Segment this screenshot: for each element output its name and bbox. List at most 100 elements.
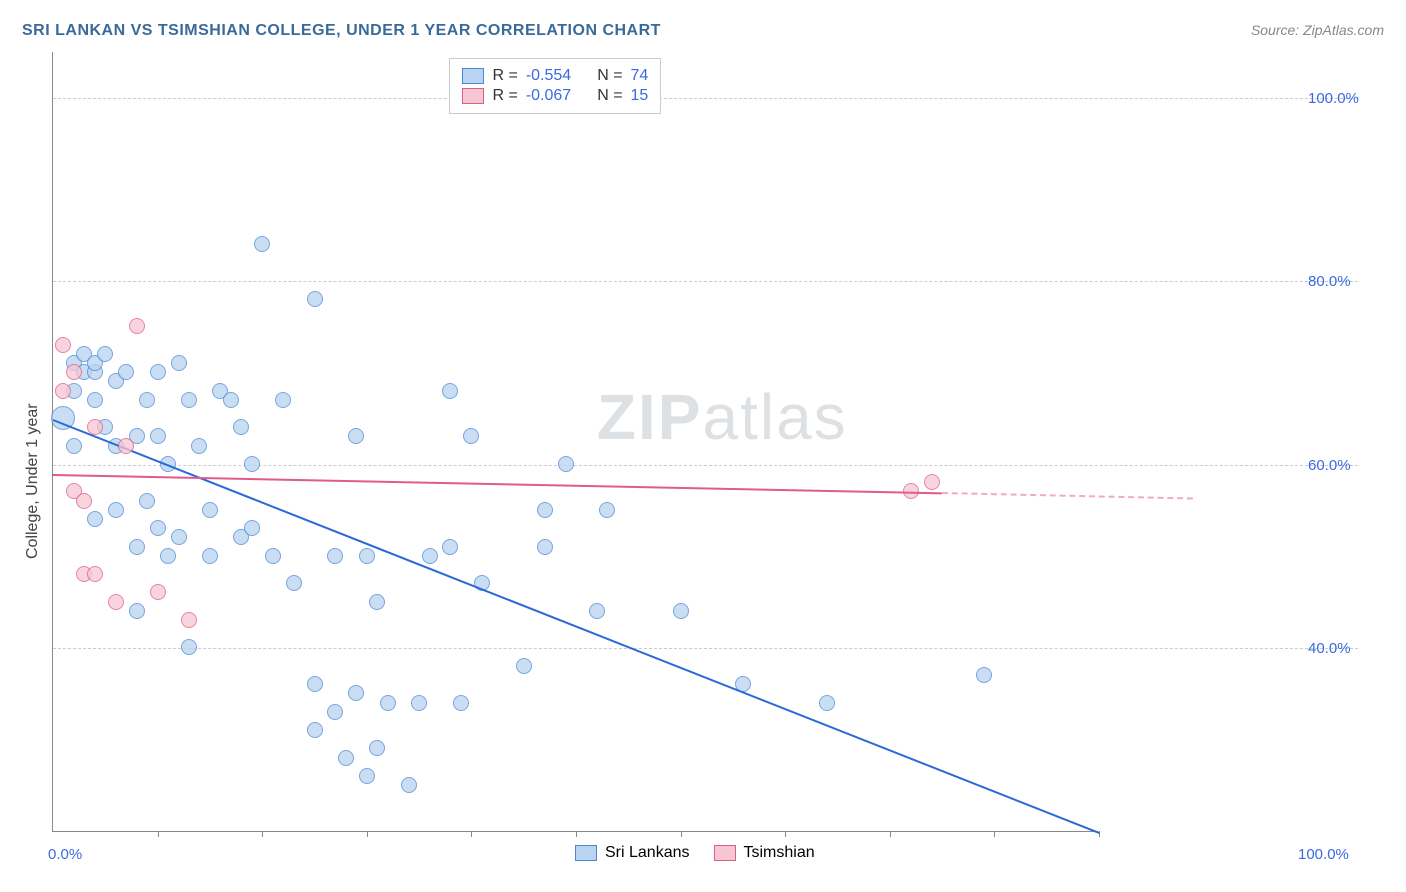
y-tick-label: 100.0% [1308, 90, 1359, 107]
scatter-point [160, 548, 176, 564]
scatter-point [150, 428, 166, 444]
source-attribution: Source: ZipAtlas.com [1251, 22, 1384, 38]
scatter-point [87, 511, 103, 527]
scatter-point [307, 291, 323, 307]
legend-swatch [714, 845, 736, 861]
scatter-point [129, 539, 145, 555]
legend-swatch [462, 68, 484, 84]
plot-area: ZIPatlas [52, 52, 1098, 832]
scatter-point [265, 548, 281, 564]
scatter-point [202, 502, 218, 518]
legend-bottom: Sri Lankans Tsimshian [575, 844, 815, 862]
scatter-point [327, 704, 343, 720]
scatter-point [673, 603, 689, 619]
scatter-point [181, 639, 197, 655]
scatter-point [463, 428, 479, 444]
scatter-point [202, 548, 218, 564]
legend-stats-row: R =-0.554N =74 [462, 67, 648, 85]
scatter-point [411, 695, 427, 711]
scatter-point [286, 575, 302, 591]
x-tick [681, 831, 682, 837]
scatter-point [327, 548, 343, 564]
scatter-point [924, 474, 940, 490]
scatter-point [307, 722, 323, 738]
scatter-point [401, 777, 417, 793]
stat-label-n: N = [597, 87, 622, 105]
x-tick [994, 831, 995, 837]
scatter-point [442, 383, 458, 399]
scatter-point [87, 566, 103, 582]
legend-stats-box: R =-0.554N =74R =-0.067N =15 [449, 58, 661, 114]
scatter-point [150, 584, 166, 600]
scatter-point [181, 392, 197, 408]
scatter-point [537, 502, 553, 518]
scatter-point [254, 236, 270, 252]
scatter-point [118, 364, 134, 380]
scatter-point [976, 667, 992, 683]
scatter-point [599, 502, 615, 518]
scatter-point [129, 603, 145, 619]
scatter-point [516, 658, 532, 674]
scatter-point [108, 502, 124, 518]
scatter-point [87, 392, 103, 408]
legend-swatch [575, 845, 597, 861]
scatter-point [359, 548, 375, 564]
x-tick [576, 831, 577, 837]
y-tick-label: 80.0% [1308, 273, 1351, 290]
x-tick [262, 831, 263, 837]
scatter-point [422, 548, 438, 564]
scatter-point [442, 539, 458, 555]
scatter-point [139, 392, 155, 408]
scatter-point [191, 438, 207, 454]
scatter-point [223, 392, 239, 408]
legend-swatch [462, 88, 484, 104]
x-tick [471, 831, 472, 837]
trend-line-dashed [942, 492, 1193, 500]
stat-value-n: 15 [631, 87, 649, 105]
scatter-point [97, 346, 113, 362]
gridline [53, 98, 1358, 99]
legend-item: Tsimshian [714, 844, 815, 862]
legend-label: Sri Lankans [605, 844, 690, 862]
scatter-point [118, 438, 134, 454]
scatter-point [55, 337, 71, 353]
scatter-point [348, 428, 364, 444]
scatter-point [275, 392, 291, 408]
stat-label-r: R = [492, 87, 517, 105]
legend-stats-row: R =-0.067N =15 [462, 87, 648, 105]
stat-value-n: 74 [631, 67, 649, 85]
scatter-point [181, 612, 197, 628]
scatter-point [369, 740, 385, 756]
trend-line [53, 474, 942, 494]
scatter-point [55, 383, 71, 399]
scatter-point [66, 364, 82, 380]
scatter-point [359, 768, 375, 784]
scatter-point [307, 676, 323, 692]
stat-value-r: -0.554 [526, 67, 571, 85]
scatter-point [171, 355, 187, 371]
scatter-point [369, 594, 385, 610]
scatter-point [380, 695, 396, 711]
chart-title: SRI LANKAN VS TSIMSHIAN COLLEGE, UNDER 1… [22, 22, 661, 40]
scatter-point [348, 685, 364, 701]
scatter-point [558, 456, 574, 472]
scatter-point [87, 419, 103, 435]
stat-label-n: N = [597, 67, 622, 85]
y-tick-label: 40.0% [1308, 640, 1351, 657]
scatter-point [108, 594, 124, 610]
y-axis-label: College, Under 1 year [24, 403, 42, 559]
scatter-point [244, 456, 260, 472]
watermark-light: atlas [702, 381, 847, 453]
scatter-point [244, 520, 260, 536]
legend-item: Sri Lankans [575, 844, 690, 862]
x-tick [158, 831, 159, 837]
scatter-point [66, 438, 82, 454]
scatter-point [338, 750, 354, 766]
x-tick [367, 831, 368, 837]
x-tick [890, 831, 891, 837]
scatter-point [537, 539, 553, 555]
scatter-point [819, 695, 835, 711]
watermark: ZIPatlas [597, 380, 848, 454]
gridline [53, 648, 1358, 649]
y-tick-label: 60.0% [1308, 457, 1351, 474]
